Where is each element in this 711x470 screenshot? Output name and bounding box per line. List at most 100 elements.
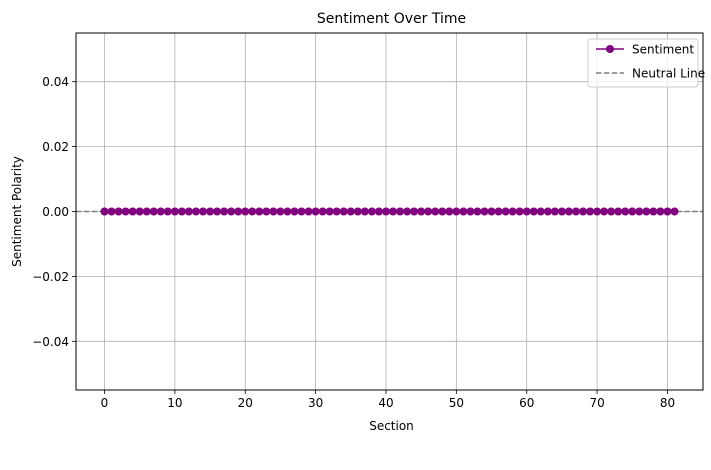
sentiment-data-point: [571, 207, 580, 216]
legend-neutral-label: Neutral Line: [632, 67, 705, 81]
sentiment-data-point: [564, 207, 573, 216]
x-tick-label: 0: [101, 396, 109, 410]
sentiment-data-point: [234, 207, 243, 216]
x-tick-label: 40: [378, 396, 393, 410]
sentiment-data-point: [177, 207, 186, 216]
sentiment-data-point: [255, 207, 264, 216]
sentiment-data-point: [339, 207, 348, 216]
sentiment-data-point: [213, 207, 222, 216]
chart-title: Sentiment Over Time: [317, 11, 466, 27]
sentiment-data-point: [374, 207, 383, 216]
sentiment-data-point: [191, 207, 200, 216]
y-tick-label: 0.00: [42, 205, 69, 219]
y-axis-ticks: −0.04 −0.02 0.00 0.02 0.04: [32, 75, 76, 349]
sentiment-data-point: [142, 207, 151, 216]
sentiment-data-point: [290, 207, 299, 216]
legend-box: [587, 38, 699, 88]
sentiment-data-point: [311, 207, 320, 216]
sentiment-data-point: [332, 207, 341, 216]
sentiment-data-point: [241, 207, 250, 216]
sentiment-data-point: [501, 207, 510, 216]
sentiment-data-point: [593, 207, 602, 216]
sentiment-data-point: [494, 207, 503, 216]
sentiment-data-point: [107, 207, 116, 216]
sentiment-data-point: [600, 207, 609, 216]
sentiment-data-point: [649, 207, 658, 216]
x-axis-label: Section: [369, 419, 414, 433]
sentiment-data-point: [635, 207, 644, 216]
y-axis-label: Sentiment Polarity: [10, 156, 24, 267]
sentiment-data-point: [276, 207, 285, 216]
sentiment-data-point: [452, 207, 461, 216]
sentiment-data-point: [670, 207, 679, 216]
sentiment-data-point: [206, 207, 215, 216]
sentiment-data-point: [325, 207, 334, 216]
x-tick-label: 70: [589, 396, 604, 410]
sentiment-data-point: [529, 207, 538, 216]
legend-sentiment-label: Sentiment: [632, 43, 694, 57]
sentiment-data-point: [579, 207, 588, 216]
sentiment-data-point: [381, 207, 390, 216]
sentiment-data-point: [656, 207, 665, 216]
sentiment-data-point: [410, 207, 419, 216]
sentiment-data-point: [508, 207, 517, 216]
x-tick-label: 10: [167, 396, 182, 410]
sentiment-data-point: [480, 207, 489, 216]
sentiment-data-point: [170, 207, 179, 216]
sentiment-data-point: [586, 207, 595, 216]
legend-sentiment-marker: [606, 45, 614, 53]
sentiment-data-point: [227, 207, 236, 216]
sentiment-data-point: [459, 207, 468, 216]
x-tick-label: 60: [519, 396, 534, 410]
sentiment-data-point: [367, 207, 376, 216]
sentiment-data-point: [135, 207, 144, 216]
x-tick-label: 30: [308, 396, 323, 410]
sentiment-data-point: [543, 207, 552, 216]
sentiment-data-point: [184, 207, 193, 216]
y-tick-label: −0.04: [32, 335, 69, 349]
sentiment-data-point: [149, 207, 158, 216]
sentiment-data-point: [614, 207, 623, 216]
sentiment-data-point: [128, 207, 137, 216]
sentiment-data-point: [621, 207, 630, 216]
sentiment-data-point: [550, 207, 559, 216]
sentiment-data-point: [318, 207, 327, 216]
sentiment-data-point: [607, 207, 616, 216]
sentiment-data-point: [473, 207, 482, 216]
sentiment-data-point: [536, 207, 545, 216]
sentiment-data-point: [304, 207, 313, 216]
sentiment-data-point: [438, 207, 447, 216]
sentiment-data-point: [114, 207, 123, 216]
sentiment-data-point: [557, 207, 566, 216]
sentiment-data-point: [663, 207, 672, 216]
sentiment-data-point: [163, 207, 172, 216]
sentiment-data-point: [487, 207, 496, 216]
sentiment-data-point: [220, 207, 229, 216]
sentiment-data-point: [431, 207, 440, 216]
sentiment-data-point: [466, 207, 475, 216]
y-tick-label: −0.02: [32, 270, 69, 284]
sentiment-data-point: [417, 207, 426, 216]
x-tick-label: 80: [660, 396, 675, 410]
sentiment-data-point: [121, 207, 130, 216]
x-axis-ticks: 0 10 20 30 40 50 60 70 80: [101, 390, 675, 410]
sentiment-data-point: [248, 207, 257, 216]
legend: Sentiment Neutral Line: [587, 38, 705, 88]
sentiment-data-point: [100, 207, 109, 216]
x-tick-label: 50: [449, 396, 464, 410]
sentiment-data-point: [156, 207, 165, 216]
sentiment-data-point: [396, 207, 405, 216]
sentiment-data-point: [403, 207, 412, 216]
sentiment-data-point: [283, 207, 292, 216]
sentiment-data-point: [515, 207, 524, 216]
sentiment-data-point: [360, 207, 369, 216]
y-tick-label: 0.02: [42, 140, 69, 154]
series-layer: [100, 207, 679, 216]
sentiment-data-point: [199, 207, 208, 216]
sentiment-data-point: [353, 207, 362, 216]
sentiment-data-point: [424, 207, 433, 216]
sentiment-data-point: [297, 207, 306, 216]
sentiment-data-point: [522, 207, 531, 216]
y-tick-label: 0.04: [42, 75, 69, 89]
